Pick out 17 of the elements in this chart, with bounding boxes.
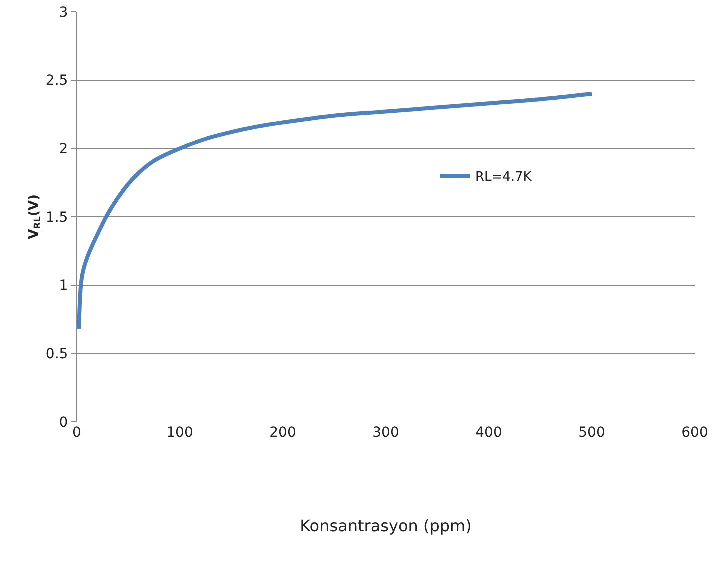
line-series (77, 92, 594, 332)
x-tick-label: 400 (476, 425, 502, 441)
x-tick-label: 600 (682, 425, 708, 441)
x-tick-label: 300 (372, 425, 400, 441)
x-tick-label: 500 (578, 425, 606, 441)
y-tick-label: 1 (59, 278, 68, 294)
y-tick-label: 0.5 (46, 346, 68, 363)
x-tick-label: 0 (72, 425, 82, 441)
x-axis-title: Konsantrasyon (ppm) (300, 516, 472, 536)
legend-label: RL=4.7K (475, 170, 532, 186)
x-tick-label: 200 (270, 425, 296, 441)
y-tick-label: 0 (59, 414, 68, 431)
y-tick-label: 3 (59, 4, 68, 21)
y-tick-label: 1.5 (46, 210, 68, 226)
x-tick-label: 100 (166, 425, 194, 441)
y-tick-label: 2 (59, 142, 68, 158)
y-tick-label: 2.5 (46, 73, 68, 90)
